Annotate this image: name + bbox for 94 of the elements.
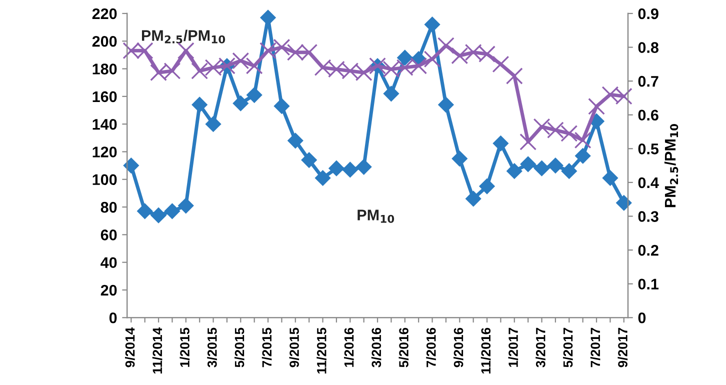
point — [548, 158, 564, 174]
y2-tick-label: 0.5 — [638, 144, 659, 154]
point — [574, 132, 592, 149]
point — [575, 148, 591, 164]
point — [206, 116, 221, 132]
x-tick-label: 1/2017 — [508, 328, 518, 367]
point — [178, 198, 194, 214]
y2-tick-label: 0.1 — [638, 278, 659, 290]
y-tick-label: 140 — [92, 118, 117, 130]
y-tick-label: 220 — [92, 8, 117, 20]
point — [328, 160, 344, 176]
point — [137, 203, 153, 219]
point — [479, 178, 495, 194]
point — [588, 98, 605, 115]
y2-tick-label: 0.9 — [638, 8, 658, 20]
point — [520, 156, 536, 172]
x-tick-label: 3/2017 — [536, 328, 546, 368]
point — [424, 50, 441, 68]
point — [533, 118, 550, 136]
point — [232, 96, 248, 112]
point — [232, 52, 250, 70]
x-tick-label: 9/2014 — [125, 327, 135, 368]
point — [274, 98, 290, 114]
point — [506, 68, 523, 84]
point — [260, 10, 276, 26]
point — [177, 42, 194, 60]
x-tick-label: 11/2014 — [152, 327, 162, 374]
point — [288, 132, 304, 148]
x-tick-label: 7/2016 — [426, 328, 436, 368]
x-tick-label: 7/2015 — [262, 328, 272, 368]
point — [492, 56, 510, 73]
point — [492, 136, 508, 152]
point — [561, 163, 577, 179]
y-tick-label: 80 — [100, 202, 117, 213]
point — [451, 47, 468, 64]
x-tick-label: 5/2016 — [398, 328, 409, 368]
point — [397, 50, 413, 66]
point — [191, 62, 208, 80]
point — [616, 195, 632, 211]
point — [437, 37, 454, 54]
point — [273, 38, 290, 56]
series-label: PM$_{2.5}$/PM$_{10}$ — [142, 30, 226, 44]
point — [546, 122, 564, 139]
x-tick-label: 9/2017 — [618, 328, 628, 368]
y2-tick-label: 0.6 — [638, 110, 658, 121]
y-tick-label: 20 — [100, 284, 117, 296]
x-tick-label: 3/2015 — [207, 328, 217, 368]
x-tick-label: 7/2017 — [590, 328, 600, 368]
y2-tick-label: 0.3 — [638, 211, 658, 222]
x-tick-label: 5/2017 — [562, 328, 573, 368]
point — [356, 159, 372, 175]
y-tick-label: 200 — [92, 36, 117, 47]
point — [315, 170, 330, 186]
y-tick-label: 100 — [92, 174, 117, 186]
point — [506, 163, 522, 179]
y2-tick-label: 0.2 — [638, 244, 658, 256]
y-tick-label: 120 — [92, 146, 117, 158]
point — [301, 152, 317, 168]
point — [602, 170, 618, 186]
point — [466, 191, 482, 206]
point — [192, 97, 208, 112]
y-tick-label: 40 — [100, 257, 117, 268]
y-tick-label: 180 — [92, 64, 117, 74]
y-tick-label: 60 — [100, 230, 117, 240]
y2-tick-label: 0.7 — [638, 76, 658, 87]
x-tick-label: 1/2015 — [180, 328, 190, 367]
point — [260, 42, 276, 60]
point — [534, 160, 550, 176]
point — [424, 16, 440, 32]
x-tick-label: 9/2015 — [289, 328, 300, 368]
point — [560, 124, 578, 142]
x-tick-label: 3/2016 — [371, 328, 382, 368]
point — [123, 158, 139, 174]
x-tick-label: 11/2016 — [480, 328, 491, 374]
y-tick-label: 0 — [109, 312, 117, 324]
point — [164, 203, 180, 219]
point — [342, 162, 358, 178]
point — [438, 97, 454, 112]
x-tick-label: 1/2016 — [344, 328, 354, 367]
point — [383, 86, 399, 102]
point — [246, 87, 262, 103]
x-tick-label: 5/2015 — [234, 328, 244, 368]
point — [246, 57, 263, 74]
y2-tick-label: 0.8 — [638, 42, 658, 53]
text: PM$_{10}$ — [358, 210, 394, 223]
x-tick-label: 9/2016 — [453, 328, 464, 368]
y2-tick-label: 0.4 — [638, 177, 659, 188]
point — [150, 208, 166, 224]
x-tick-label: 11/2015 — [316, 328, 326, 374]
y2-axis-title: PM$_{2.5}$/PM$_{10}$ — [664, 124, 678, 208]
y2-tick-label: 0 — [638, 312, 646, 324]
point — [520, 133, 537, 150]
point — [452, 150, 468, 166]
y-tick-label: 160 — [92, 91, 117, 102]
